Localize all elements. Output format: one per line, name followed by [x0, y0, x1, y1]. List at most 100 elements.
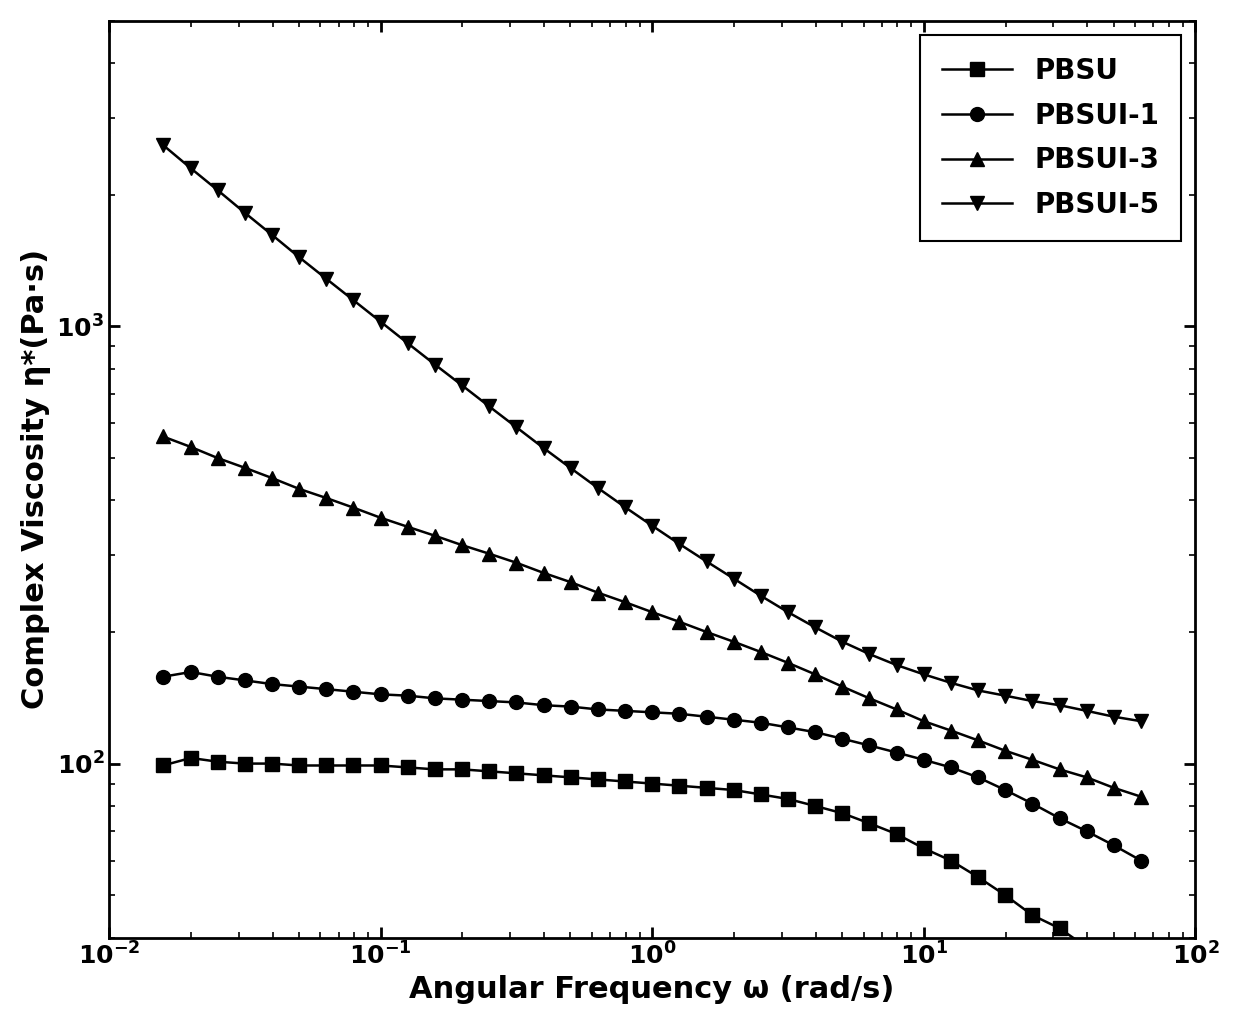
PBSUI-1: [264, 678, 279, 690]
PBSUI-3: [645, 606, 660, 618]
Line: PBSU: PBSU: [156, 751, 1148, 976]
PBSUI-5: [237, 207, 252, 219]
PBSU: [971, 871, 986, 884]
PBSU: [319, 760, 334, 772]
PBSU: [780, 792, 795, 805]
PBSUI-1: [754, 716, 769, 729]
PBSU: [237, 757, 252, 770]
PBSUI-3: [319, 492, 334, 504]
PBSUI-1: [184, 666, 198, 679]
PBSUI-1: [727, 713, 742, 726]
PBSU: [1052, 922, 1066, 935]
PBSUI-1: [590, 703, 605, 715]
PBSU: [264, 757, 279, 770]
PBSUI-3: [184, 441, 198, 453]
PBSUI-5: [618, 501, 632, 514]
PBSUI-5: [889, 659, 904, 671]
PBSUI-5: [699, 556, 714, 568]
PBSU: [807, 800, 822, 812]
PBSU: [672, 780, 687, 792]
PBSUI-5: [536, 442, 551, 454]
PBSUI-3: [618, 596, 632, 608]
PBSU: [1079, 941, 1094, 953]
PBSU: [835, 807, 849, 819]
PBSUI-5: [672, 538, 687, 550]
Line: PBSUI-5: PBSUI-5: [156, 138, 1148, 728]
PBSUI-3: [1106, 782, 1121, 794]
PBSUI-1: [971, 771, 986, 783]
PBSUI-3: [508, 557, 523, 569]
PBSUI-3: [754, 646, 769, 658]
PBSU: [373, 760, 388, 772]
PBSUI-5: [645, 520, 660, 532]
PBSUI-1: [618, 705, 632, 718]
PBSUI-3: [780, 657, 795, 669]
PBSUI-3: [1079, 771, 1094, 783]
PBSUI-1: [346, 686, 361, 698]
PBSUI-5: [807, 621, 822, 633]
PBSU: [210, 755, 224, 768]
PBSUI-5: [1106, 710, 1121, 723]
PBSUI-1: [563, 700, 578, 712]
PBSUI-5: [155, 138, 170, 151]
PBSUI-3: [1052, 764, 1066, 776]
PBSUI-5: [862, 648, 877, 660]
PBSUI-1: [291, 681, 306, 693]
PBSUI-1: [1079, 825, 1094, 837]
PBSUI-1: [944, 762, 959, 774]
PBSU: [1106, 951, 1121, 964]
Legend: PBSU, PBSUI-1, PBSUI-3, PBSUI-5: PBSU, PBSUI-1, PBSUI-3, PBSUI-5: [920, 35, 1182, 241]
PBSU: [401, 762, 415, 774]
PBSUI-5: [428, 359, 443, 371]
PBSUI-1: [998, 784, 1013, 796]
PBSUI-1: [807, 726, 822, 738]
PBSUI-1: [1025, 797, 1040, 810]
PBSU: [699, 782, 714, 794]
Y-axis label: Complex Viscosity η*(Pa·s): Complex Viscosity η*(Pa·s): [21, 249, 51, 709]
PBSUI-1: [401, 690, 415, 702]
PBSUI-1: [428, 692, 443, 704]
PBSU: [536, 769, 551, 781]
PBSUI-3: [1025, 753, 1040, 766]
PBSUI-3: [944, 725, 959, 737]
PBSU: [455, 764, 470, 776]
PBSUI-3: [672, 616, 687, 628]
PBSUI-1: [699, 710, 714, 723]
PBSUI-3: [373, 511, 388, 524]
PBSUI-3: [998, 744, 1013, 756]
PBSUI-5: [264, 229, 279, 241]
PBSUI-3: [264, 472, 279, 484]
PBSUI-3: [291, 483, 306, 495]
PBSUI-5: [1079, 705, 1094, 718]
PBSUI-1: [319, 683, 334, 695]
PBSU: [428, 764, 443, 776]
PBSUI-1: [1133, 855, 1148, 867]
PBSUI-5: [971, 685, 986, 697]
PBSU: [618, 775, 632, 787]
PBSUI-5: [916, 668, 931, 681]
Line: PBSUI-3: PBSUI-3: [156, 429, 1148, 804]
PBSUI-5: [754, 589, 769, 602]
PBSUI-3: [916, 715, 931, 728]
PBSUI-1: [1052, 812, 1066, 824]
PBSUI-3: [699, 626, 714, 639]
PBSUI-3: [455, 539, 470, 551]
PBSU: [862, 817, 877, 829]
PBSU: [508, 767, 523, 779]
PBSUI-3: [889, 703, 904, 715]
PBSUI-3: [862, 692, 877, 704]
PBSUI-1: [237, 674, 252, 687]
PBSUI-3: [590, 586, 605, 599]
PBSU: [916, 843, 931, 855]
PBSUI-5: [373, 316, 388, 328]
PBSUI-5: [508, 421, 523, 434]
PBSUI-3: [482, 547, 497, 560]
PBSUI-5: [346, 294, 361, 306]
PBSU: [998, 889, 1013, 901]
X-axis label: Angular Frequency ω (rad/s): Angular Frequency ω (rad/s): [409, 975, 895, 1004]
PBSUI-5: [998, 690, 1013, 702]
PBSUI-1: [835, 733, 849, 745]
PBSUI-1: [916, 753, 931, 766]
PBSU: [1025, 909, 1040, 921]
PBSUI-5: [319, 273, 334, 285]
